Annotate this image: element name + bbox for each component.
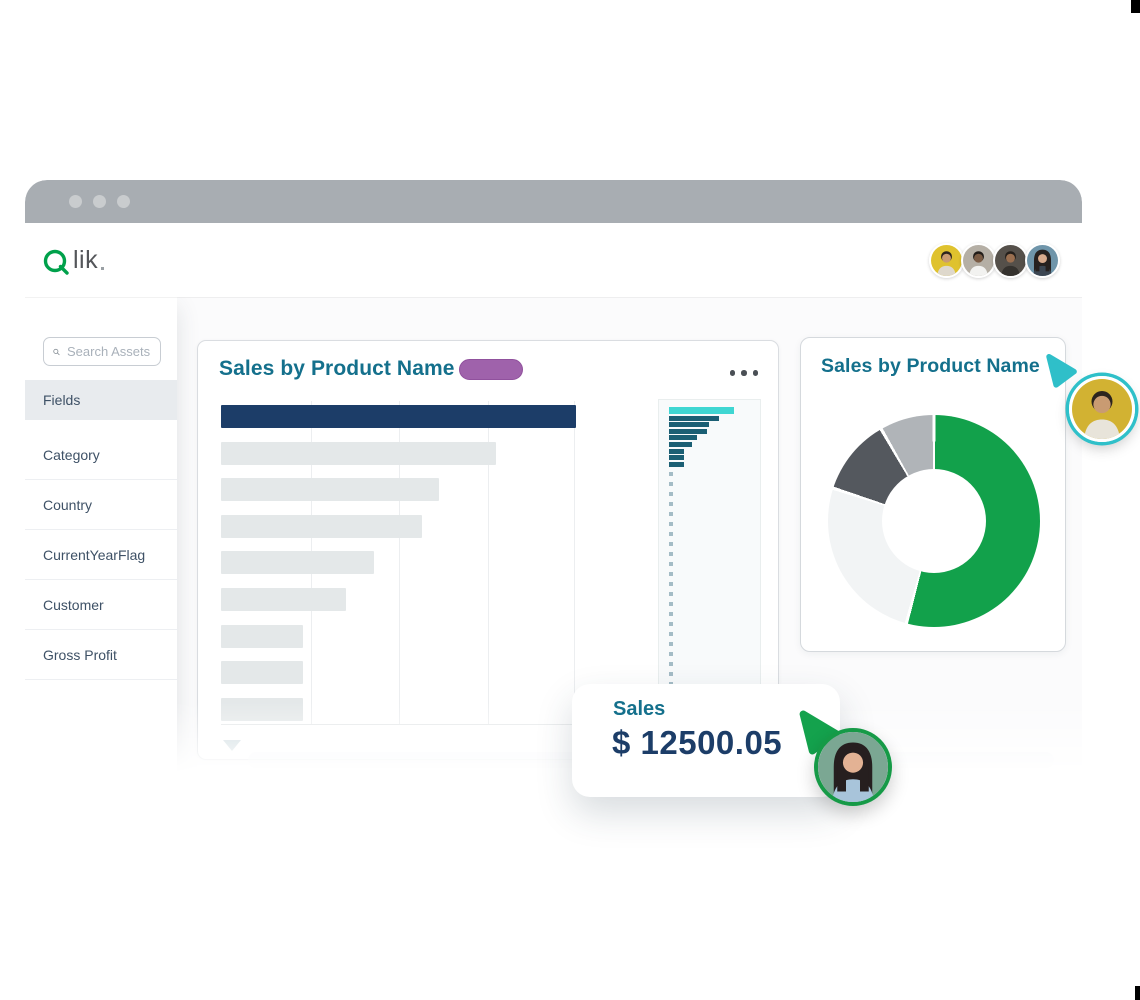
minimap-dot [669, 572, 673, 576]
logo-text: lik [73, 245, 99, 274]
bar-1[interactable] [221, 405, 576, 428]
sidebar-item-category[interactable]: Category [25, 430, 177, 480]
window-dot-3[interactable] [117, 195, 130, 208]
menu-dot [729, 370, 735, 376]
minimap-bar-9 [669, 461, 684, 467]
search-input[interactable] [67, 344, 151, 359]
sidebar-item-fields[interactable]: Fields [25, 380, 177, 420]
minimap-bar-2 [669, 415, 719, 421]
avatar-user-3[interactable] [993, 242, 1028, 278]
window-dot-1[interactable] [69, 195, 82, 208]
chart-axis-line [221, 724, 658, 725]
minimap-dot [669, 502, 673, 506]
assets-sidebar: Fields CategoryCountryCurrentYearFlagCust… [25, 297, 177, 780]
gridline [574, 401, 575, 724]
gridline [399, 401, 400, 724]
minimap-bar-3 [669, 422, 709, 428]
sidebar-item-currentyearflag[interactable]: CurrentYearFlag [25, 530, 177, 580]
bar-7[interactable] [221, 624, 303, 648]
bar-4[interactable] [221, 514, 422, 538]
qlik-q-icon [43, 249, 69, 275]
minimap-dot [669, 582, 673, 586]
card-title: Sales by Product Name [219, 357, 455, 380]
minimap-bar-5 [669, 435, 697, 441]
minimap-dot [669, 632, 673, 636]
minimap-bar-8 [669, 455, 684, 461]
sidebar-item-customer[interactable]: Customer [25, 580, 177, 630]
minimap-dot [669, 612, 673, 616]
minimap-dot [669, 492, 673, 496]
menu-dot [741, 370, 747, 376]
minimap-dot [669, 562, 673, 566]
bar-9[interactable] [221, 697, 303, 721]
bar-chart [221, 405, 576, 734]
selection-badge[interactable] [459, 359, 523, 380]
bar-5[interactable] [221, 551, 374, 575]
corner-artifact-top-right [1131, 0, 1140, 13]
minimap-dot [669, 642, 673, 646]
minimap-dot [669, 622, 673, 626]
minimap-dot [669, 662, 673, 666]
menu-dot [752, 370, 758, 376]
window-body: Fields CategoryCountryCurrentYearFlagCust… [25, 297, 1082, 780]
donut-hole [882, 469, 986, 573]
avatar-user-4[interactable] [1025, 242, 1060, 278]
minimap-dot [669, 482, 673, 486]
minimap-bar-7 [669, 448, 684, 454]
minimap-dot [669, 672, 673, 676]
minimap-dot [669, 472, 673, 476]
minimap-dot [669, 602, 673, 606]
sales-kpi-card: Sales $ 12500.05 [572, 684, 840, 797]
collaborator-avatar-male[interactable] [1069, 376, 1135, 442]
card-menu-button[interactable] [729, 370, 758, 376]
bar-2[interactable] [221, 441, 496, 465]
card-title: Sales by Product Name [821, 355, 1040, 377]
sidebar-list: Fields Category Country CurrentYearFlag Cust… [25, 380, 177, 680]
minimap-dot [669, 652, 673, 656]
minimap-bar-1 [669, 407, 734, 414]
scroll-down-indicator[interactable] [223, 740, 241, 751]
qlik-logo[interactable]: lik [43, 245, 105, 275]
avatar-user-1[interactable] [929, 242, 964, 278]
browser-window: lik [25, 180, 1082, 780]
minimap-dot [669, 522, 673, 526]
asset-search[interactable] [43, 337, 161, 366]
browser-titlebar [25, 180, 1082, 223]
logo-trademark-dot [101, 267, 105, 270]
app-header: lik [25, 223, 1082, 297]
window-dot-2[interactable] [93, 195, 106, 208]
bar-3[interactable] [221, 478, 439, 502]
kpi-value: $ 12500.05 [612, 724, 783, 761]
collaborator-avatar-female[interactable] [814, 728, 892, 806]
minimap-bar-6 [669, 441, 692, 447]
bar-6[interactable] [221, 587, 346, 611]
sidebar-item-gross-profit[interactable]: Gross Profit [25, 630, 177, 680]
sales-donut-chart-card: Sales by Product Name [800, 337, 1066, 652]
avatar-user-2[interactable] [961, 242, 996, 278]
minimap-dot [669, 552, 673, 556]
kpi-label: Sales [613, 698, 666, 720]
gridline [488, 401, 489, 724]
minimap-bar-4 [669, 428, 707, 434]
minimap-dot [669, 512, 673, 516]
minimap-dot [669, 592, 673, 596]
minimap-dot [669, 532, 673, 536]
sidebar-item-country[interactable]: Country [25, 480, 177, 530]
bar-8[interactable] [221, 661, 303, 685]
minimap-bars [669, 407, 734, 468]
header-avatars [929, 242, 1060, 278]
search-icon [53, 348, 60, 355]
corner-artifact-bottom-right [1135, 986, 1140, 1000]
collaborator-cursor-icon-teal [1046, 353, 1077, 388]
minimap-dot [669, 542, 673, 546]
